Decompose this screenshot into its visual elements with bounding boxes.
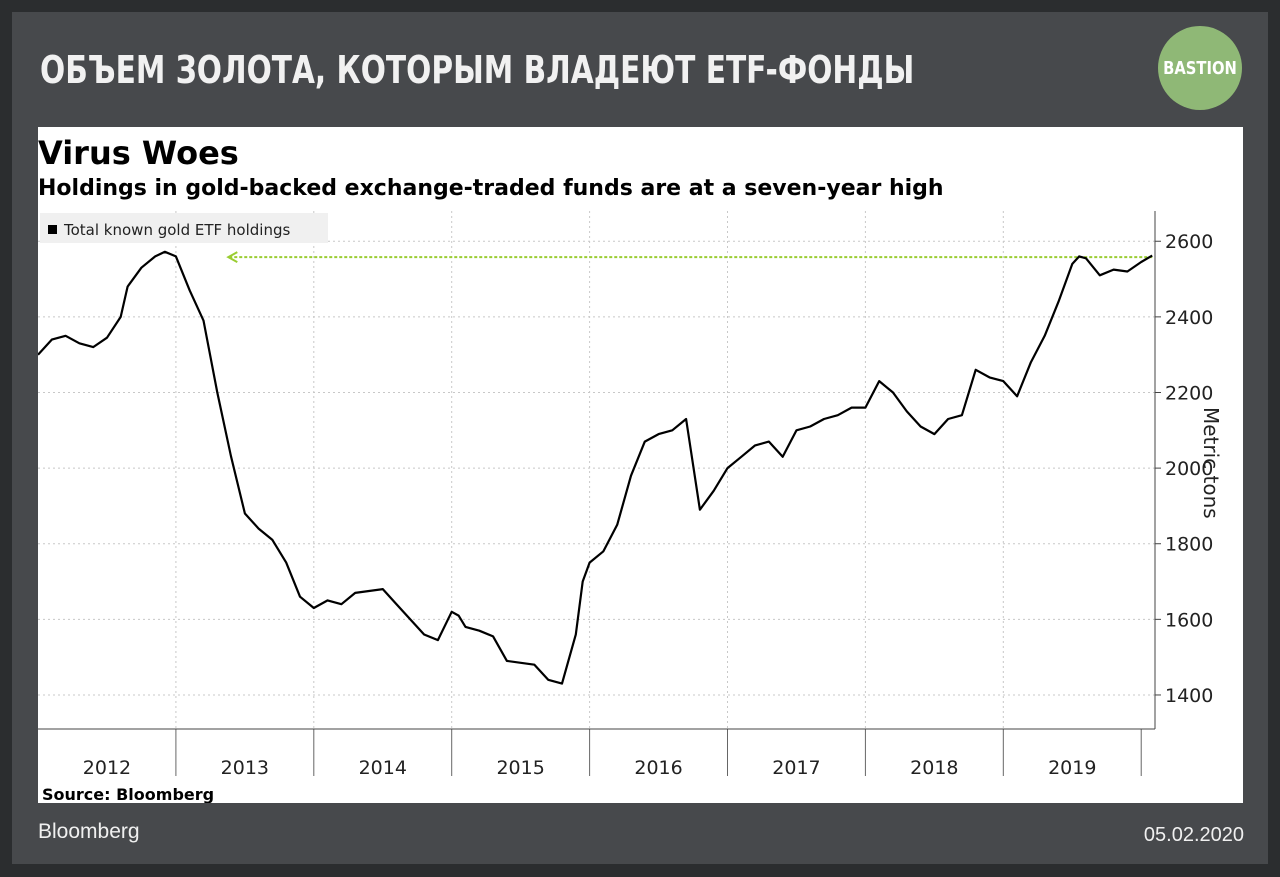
y-tick-label: 1600 [1165,609,1213,631]
chart-card: 1400 1600 1800 2000 2200 2400 2600 2012 2013 2014… [38,127,1243,803]
y-tick-label: 2200 [1165,382,1213,404]
x-tick-label: 2015 [496,757,544,779]
footer-source: Bloomberg [38,820,140,843]
annotation [226,251,1153,264]
y-tick-label: 2600 [1165,231,1213,253]
x-tick-label: 2013 [221,757,269,779]
gold-etf-chart: 1400 1600 1800 2000 2200 2400 2600 2012 2013 2014… [38,134,1223,803]
chart-text: Virus Woes Holdings in gold-backed excha… [38,134,1223,803]
legend-label: Total known gold ETF holdings [63,221,290,239]
x-tick-label: 2012 [83,757,131,779]
x-tick-label: 2019 [1048,757,1096,779]
x-tick-label: 2018 [910,757,958,779]
grid-lines [38,211,1155,729]
y-tick-label: 1800 [1165,534,1213,556]
series-layer [38,250,1153,685]
y-tick-label: 2000 [1165,458,1213,480]
y-tick-label: 2400 [1165,307,1213,329]
chart-subtitle: Holdings in gold-backed exchange-traded … [38,176,944,201]
chart-title: Virus Woes [38,134,239,172]
source-note: Source: Bloomberg [42,785,214,803]
legend-box [40,213,328,243]
annotation-arrow-head [226,251,238,264]
x-tick-label: 2017 [772,757,820,779]
page-title: ОБЪЕМ ЗОЛОТА, КОТОРЫМ ВЛАДЕЮТ ETF-ФОНДЫ [40,48,915,92]
legend-swatch [48,225,57,234]
x-tick-label: 2014 [359,757,407,779]
series-line [38,250,1153,685]
brand-logo: BASTION [1158,26,1242,110]
y-tick-label: 1400 [1165,685,1213,707]
x-tick-label: 2016 [634,757,682,779]
y-axis-label: Metric tons [1199,407,1223,519]
footer-date: 05.02.2020 [1143,824,1244,846]
brand-logo-text: BASTION [1163,57,1237,79]
axes: 1400 1600 1800 2000 2200 2400 2600 2012 2013 2014… [38,211,1213,779]
